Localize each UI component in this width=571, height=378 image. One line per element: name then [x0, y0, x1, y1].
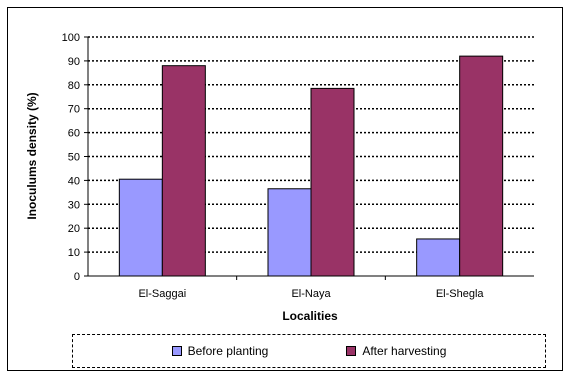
legend-item-after-harvesting: After harvesting — [346, 344, 446, 358]
y-tick-labels: 0 10 20 30 40 50 60 70 80 90 100 — [62, 32, 80, 283]
y-tick-label: 40 — [68, 175, 80, 187]
x-tick-label: El-Naya — [291, 288, 331, 300]
bar-after-harvesting-el-shegla — [459, 55, 504, 277]
y-tick-label: 60 — [68, 128, 80, 140]
x-tick-label: El-Shegla — [436, 288, 485, 300]
bar-before-planting-el-naya — [267, 188, 312, 277]
y-tick-label: 20 — [68, 223, 80, 235]
legend: Before planting After harvesting — [72, 334, 546, 368]
legend-swatch-before-planting — [171, 346, 182, 356]
y-tick-label: 30 — [68, 199, 80, 211]
y-tick-label: 50 — [68, 152, 80, 164]
y-tick-label: 80 — [68, 80, 80, 92]
y-tick-label: 70 — [68, 104, 80, 116]
bar-after-harvesting-el-naya — [310, 87, 355, 277]
y-tick-label: 100 — [62, 32, 80, 44]
x-tick-label: El-Saggai — [138, 288, 186, 300]
x-axis-title: Localities — [282, 309, 338, 323]
y-axis-title: Inoculums density (%) — [25, 92, 39, 219]
x-tick-labels: El-Saggai El-Naya El-Shegla — [138, 288, 484, 300]
legend-label-before-planting: Before planting — [187, 344, 269, 358]
axes — [84, 36, 534, 280]
bar-before-planting-el-shegla — [416, 238, 461, 277]
legend-label-after-harvesting: After harvesting — [362, 344, 447, 358]
legend-swatch-after-harvesting — [346, 346, 357, 356]
y-tick-label: 90 — [68, 56, 80, 68]
y-tick-label: 10 — [68, 247, 80, 259]
bars — [118, 55, 504, 277]
y-tick-label: 0 — [74, 271, 80, 283]
legend-item-before-planting: Before planting — [171, 344, 269, 358]
bar-after-harvesting-el-saggai — [161, 65, 206, 277]
bar-before-planting-el-saggai — [118, 178, 163, 277]
